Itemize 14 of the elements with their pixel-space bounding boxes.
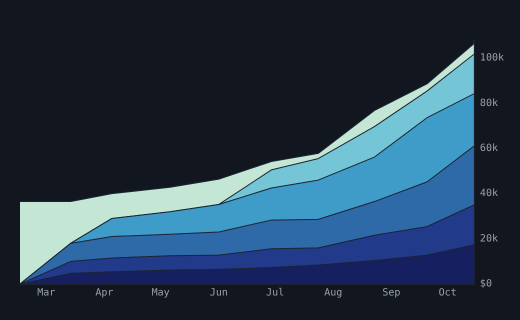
y-tick-label: 40k	[480, 188, 498, 200]
x-tick-label: Sep	[382, 288, 400, 299]
x-tick-label: Jun	[210, 288, 228, 299]
x-tick-label: Apr	[95, 288, 114, 299]
y-tick-label: 20k	[480, 233, 498, 244]
y-tick-label: 100k	[480, 52, 504, 64]
x-tick-label: Mar	[37, 288, 56, 299]
x-tick-label: May	[152, 288, 170, 299]
y-tick-label: 60k	[480, 143, 498, 154]
y-tick-label: $0	[480, 278, 492, 290]
x-tick-label: Aug	[324, 288, 342, 299]
y-tick-label: 80k	[480, 98, 498, 109]
x-tick-label: Oct	[438, 288, 457, 299]
x-tick-label: Jul	[266, 288, 284, 299]
